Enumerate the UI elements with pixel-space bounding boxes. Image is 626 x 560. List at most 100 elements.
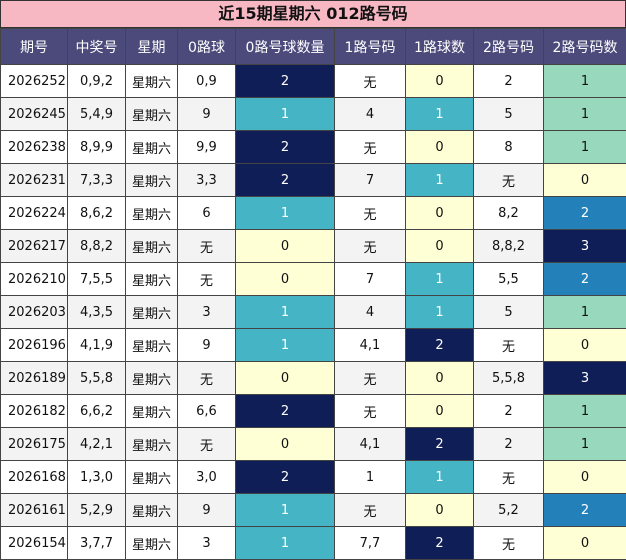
route0-balls-cell: 9,9 bbox=[178, 131, 236, 164]
route1-count-cell: 0 bbox=[406, 362, 474, 395]
header-route1-count: 1路球数 bbox=[406, 29, 474, 65]
header-route2-count: 2路号码数 bbox=[544, 29, 626, 65]
route2-count-cell: 0 bbox=[544, 164, 626, 197]
route0-balls-cell: 9 bbox=[178, 494, 236, 527]
route0-balls-cell: 6,6 bbox=[178, 395, 236, 428]
route1-count-cell: 1 bbox=[406, 296, 474, 329]
route0-count-cell: 1 bbox=[236, 197, 335, 230]
winning-number-cell: 5,2,9 bbox=[68, 494, 126, 527]
route2-numbers-cell: 无 bbox=[474, 164, 544, 197]
issue-cell: 2026175 bbox=[1, 428, 68, 461]
route1-numbers-cell: 无 bbox=[335, 65, 406, 98]
issue-cell: 2026203 bbox=[1, 296, 68, 329]
route0-count-cell: 0 bbox=[236, 263, 335, 296]
route1-numbers-cell: 无 bbox=[335, 197, 406, 230]
winning-number-cell: 4,1,9 bbox=[68, 329, 126, 362]
route1-numbers-cell: 1 bbox=[335, 461, 406, 494]
winning-number-cell: 7,5,5 bbox=[68, 263, 126, 296]
route1-numbers-cell: 7 bbox=[335, 164, 406, 197]
winning-number-cell: 8,8,2 bbox=[68, 230, 126, 263]
weekday-cell: 星期六 bbox=[126, 197, 178, 230]
weekday-cell: 星期六 bbox=[126, 296, 178, 329]
route1-count-cell: 0 bbox=[406, 197, 474, 230]
route2-count-cell: 1 bbox=[544, 296, 626, 329]
route2-numbers-cell: 8 bbox=[474, 131, 544, 164]
route1-numbers-cell: 无 bbox=[335, 494, 406, 527]
issue-cell: 2026189 bbox=[1, 362, 68, 395]
issue-cell: 2026231 bbox=[1, 164, 68, 197]
issue-cell: 2026161 bbox=[1, 494, 68, 527]
route2-count-cell: 1 bbox=[544, 65, 626, 98]
route1-count-cell: 0 bbox=[406, 131, 474, 164]
weekday-cell: 星期六 bbox=[126, 494, 178, 527]
route0-count-cell: 2 bbox=[236, 395, 335, 428]
route0-count-cell: 0 bbox=[236, 362, 335, 395]
page-title: 近15期星期六 012路号码 bbox=[0, 0, 626, 28]
winning-number-cell: 4,2,1 bbox=[68, 428, 126, 461]
header-route2-numbers: 2路号码 bbox=[474, 29, 544, 65]
weekday-cell: 星期六 bbox=[126, 230, 178, 263]
weekday-cell: 星期六 bbox=[126, 428, 178, 461]
route0-count-cell: 2 bbox=[236, 131, 335, 164]
winning-number-cell: 3,7,7 bbox=[68, 527, 126, 560]
route2-count-cell: 3 bbox=[544, 362, 626, 395]
data-table: 期号 中奖号 星期 0路球 0路号球数量 1路号码 1路球数 2路号码 2路号码… bbox=[0, 28, 626, 560]
issue-cell: 2026154 bbox=[1, 527, 68, 560]
route2-numbers-cell: 2 bbox=[474, 65, 544, 98]
route2-numbers-cell: 2 bbox=[474, 395, 544, 428]
header-issue: 期号 bbox=[1, 29, 68, 65]
route0-balls-cell: 3 bbox=[178, 527, 236, 560]
route1-numbers-cell: 无 bbox=[335, 362, 406, 395]
route2-count-cell: 0 bbox=[544, 527, 626, 560]
route2-numbers-cell: 无 bbox=[474, 527, 544, 560]
winning-number-cell: 6,6,2 bbox=[68, 395, 126, 428]
route0-balls-cell: 3,0 bbox=[178, 461, 236, 494]
issue-cell: 2026245 bbox=[1, 98, 68, 131]
route2-count-cell: 0 bbox=[544, 461, 626, 494]
route2-numbers-cell: 5,5,8 bbox=[474, 362, 544, 395]
route1-count-cell: 2 bbox=[406, 527, 474, 560]
route0-count-cell: 2 bbox=[236, 461, 335, 494]
route1-count-cell: 1 bbox=[406, 263, 474, 296]
issue-cell: 2026238 bbox=[1, 131, 68, 164]
route1-numbers-cell: 无 bbox=[335, 131, 406, 164]
route0-count-cell: 0 bbox=[236, 428, 335, 461]
header-route0-balls: 0路球 bbox=[178, 29, 236, 65]
header-row: 期号 中奖号 星期 0路球 0路号球数量 1路号码 1路球数 2路号码 2路号码… bbox=[1, 29, 626, 65]
issue-cell: 2026168 bbox=[1, 461, 68, 494]
issue-cell: 2026182 bbox=[1, 395, 68, 428]
winning-number-cell: 1,3,0 bbox=[68, 461, 126, 494]
winning-number-cell: 5,4,9 bbox=[68, 98, 126, 131]
winning-number-cell: 8,6,2 bbox=[68, 197, 126, 230]
route0-balls-cell: 无 bbox=[178, 263, 236, 296]
route1-count-cell: 0 bbox=[406, 65, 474, 98]
route0-balls-cell: 无 bbox=[178, 362, 236, 395]
route1-count-cell: 1 bbox=[406, 98, 474, 131]
route2-numbers-cell: 5,5 bbox=[474, 263, 544, 296]
route0-count-cell: 1 bbox=[236, 527, 335, 560]
route1-count-cell: 2 bbox=[406, 428, 474, 461]
weekday-cell: 星期六 bbox=[126, 65, 178, 98]
winning-number-cell: 7,3,3 bbox=[68, 164, 126, 197]
route0-count-cell: 1 bbox=[236, 296, 335, 329]
route1-numbers-cell: 4 bbox=[335, 296, 406, 329]
route2-count-cell: 3 bbox=[544, 230, 626, 263]
route1-count-cell: 0 bbox=[406, 230, 474, 263]
issue-cell: 2026252 bbox=[1, 65, 68, 98]
route0-count-cell: 2 bbox=[236, 65, 335, 98]
route1-count-cell: 2 bbox=[406, 329, 474, 362]
issue-cell: 2026210 bbox=[1, 263, 68, 296]
route0-balls-cell: 3 bbox=[178, 296, 236, 329]
weekday-cell: 星期六 bbox=[126, 527, 178, 560]
issue-cell: 2026224 bbox=[1, 197, 68, 230]
